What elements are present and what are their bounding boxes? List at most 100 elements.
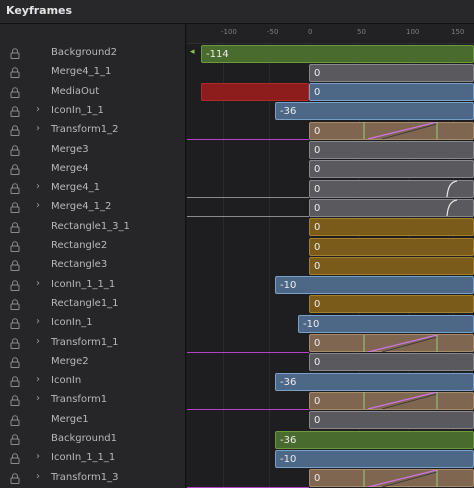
- lock-icon[interactable]: [10, 183, 20, 195]
- layer-row[interactable]: › Merge4_1: [0, 179, 186, 198]
- keyframe-bar[interactable]: 0: [309, 391, 474, 410]
- lock-icon[interactable]: [10, 67, 20, 79]
- keyframe-bar[interactable]: 0: [309, 160, 474, 179]
- layer-label: IconIn: [51, 375, 82, 387]
- layer-row[interactable]: Rectangle3: [0, 256, 186, 275]
- keyframe-marker-icon[interactable]: ◂: [190, 47, 195, 57]
- layer-row[interactable]: Background1: [0, 430, 186, 449]
- layer-label: IconIn_1: [51, 317, 93, 329]
- keyframe-bar[interactable]: -10: [275, 449, 474, 468]
- layer-row[interactable]: › Transform1_1: [0, 334, 186, 353]
- lock-icon[interactable]: [10, 279, 20, 291]
- keyframe-bar[interactable]: -10: [275, 276, 474, 295]
- lock-icon[interactable]: [10, 434, 20, 445]
- keyframe-bar[interactable]: -36: [275, 102, 474, 121]
- layer-label: Transform1_2: [51, 124, 119, 136]
- layer-row[interactable]: Merge4_1_1: [0, 63, 186, 82]
- chevron-right-icon[interactable]: ›: [36, 103, 40, 115]
- chevron-right-icon[interactable]: ›: [36, 470, 40, 482]
- chevron-right-icon[interactable]: ›: [36, 335, 40, 347]
- chevron-right-icon[interactable]: ›: [36, 374, 40, 386]
- keyframe-bar[interactable]: -10: [298, 314, 474, 333]
- layer-row[interactable]: Rectangle1_1: [0, 295, 186, 314]
- chevron-right-icon[interactable]: ›: [36, 181, 40, 193]
- layer-row[interactable]: Rectangle1_3_1: [0, 218, 186, 237]
- keyframe-bar[interactable]: 0: [309, 83, 474, 102]
- layer-row[interactable]: › IconIn_1_1_1: [0, 276, 186, 295]
- lock-icon[interactable]: [10, 318, 20, 330]
- lock-icon[interactable]: [10, 414, 20, 426]
- lock-icon[interactable]: [10, 106, 20, 117]
- chevron-right-icon[interactable]: ›: [36, 451, 40, 463]
- layer-row[interactable]: › Merge4_1_2: [0, 198, 186, 217]
- keyframe-bar[interactable]: 0: [309, 295, 474, 314]
- keyframe-bar[interactable]: 0: [309, 237, 474, 256]
- keyframe-bar[interactable]: 0: [309, 218, 474, 237]
- layer-row[interactable]: Background2: [0, 44, 186, 63]
- animation-curve[interactable]: [362, 334, 474, 352]
- chevron-right-icon[interactable]: ›: [36, 123, 40, 135]
- animation-curve[interactable]: [445, 199, 465, 217]
- keyframe-bar[interactable]: 0: [309, 256, 474, 275]
- lock-icon[interactable]: [10, 337, 20, 349]
- keyframe-bar[interactable]: -36: [275, 372, 474, 391]
- layer-label: IconIn_1_1_1: [51, 278, 116, 290]
- chevron-right-icon[interactable]: ›: [36, 200, 40, 212]
- keyframe-value: 0: [314, 395, 321, 407]
- keyframe-bar[interactable]: 0: [309, 121, 474, 140]
- keyframe-bar[interactable]: -114: [201, 44, 474, 63]
- keyframe-bar-segment[interactable]: [201, 83, 309, 102]
- lock-icon[interactable]: [10, 299, 20, 310]
- keyframe-bar[interactable]: 0: [309, 141, 474, 159]
- lock-icon[interactable]: [10, 395, 20, 407]
- keyframe-bar[interactable]: 0: [309, 198, 474, 217]
- lock-icon[interactable]: [10, 376, 20, 388]
- layer-row[interactable]: Merge3: [0, 141, 186, 160]
- lock-icon[interactable]: [10, 357, 20, 368]
- timeline-ruler[interactable]: -100 -50 0 50 100 150: [187, 24, 474, 44]
- animation-curve[interactable]: [362, 392, 474, 410]
- lock-icon[interactable]: [10, 144, 20, 156]
- layer-row[interactable]: › IconIn_1_1_1: [0, 449, 186, 468]
- chevron-right-icon[interactable]: ›: [36, 393, 40, 405]
- layer-row[interactable]: › Transform1_3: [0, 469, 186, 488]
- layer-row[interactable]: › IconIn_1: [0, 314, 186, 333]
- animation-curve-lane: [187, 486, 309, 488]
- keyframe-bar[interactable]: -36: [275, 430, 474, 449]
- animation-curve[interactable]: [362, 469, 474, 487]
- layer-label: Merge2: [51, 355, 89, 367]
- keyframe-bar[interactable]: 0: [309, 63, 474, 82]
- keyframe-bar[interactable]: 0: [309, 353, 474, 372]
- keyframe-value: 0: [314, 183, 321, 195]
- layer-row[interactable]: › Transform1_2: [0, 121, 186, 140]
- lock-icon[interactable]: [10, 453, 20, 465]
- layer-row[interactable]: › IconIn_1_1: [0, 102, 186, 121]
- lock-icon[interactable]: [10, 125, 20, 137]
- layer-row[interactable]: › Transform1: [0, 391, 186, 410]
- keyframe-bar[interactable]: 0: [309, 334, 474, 352]
- layer-row[interactable]: Merge4: [0, 160, 186, 179]
- chevron-right-icon[interactable]: ›: [36, 316, 40, 328]
- layer-row[interactable]: Rectangle2: [0, 237, 186, 256]
- layer-row[interactable]: Merge2: [0, 353, 186, 372]
- layer-row[interactable]: › IconIn: [0, 372, 186, 391]
- keyframe-timeline[interactable]: -100 -50 0 50 100 150 -114 0 0 -36 0 0 0 0 0 0 0 0 -10 0 -1…: [187, 24, 474, 488]
- lock-icon[interactable]: [10, 472, 20, 484]
- lock-icon[interactable]: [10, 260, 20, 272]
- lock-icon[interactable]: [10, 221, 20, 233]
- layer-label: Rectangle1_3_1: [51, 220, 130, 232]
- lock-icon[interactable]: [10, 48, 20, 59]
- lock-icon[interactable]: [10, 202, 20, 214]
- layer-row[interactable]: MediaOut: [0, 83, 186, 102]
- layer-row[interactable]: Merge1: [0, 411, 186, 430]
- layer-label: Transform1_3: [51, 471, 119, 483]
- animation-curve-lane: [187, 409, 309, 411]
- animation-curve[interactable]: [445, 180, 465, 198]
- layer-list: Background2 Merge4_1_1 MediaOut › IconIn_1_1…: [0, 24, 186, 488]
- keyframe-bar[interactable]: 0: [309, 411, 474, 430]
- animation-curve[interactable]: [362, 122, 474, 140]
- lock-icon[interactable]: [10, 164, 20, 175]
- lock-icon[interactable]: [10, 241, 20, 252]
- chevron-right-icon[interactable]: ›: [36, 277, 40, 289]
- lock-icon[interactable]: [10, 86, 20, 98]
